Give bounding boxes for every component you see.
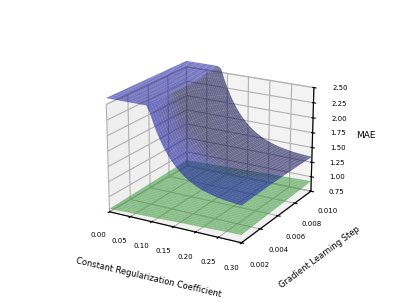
- Y-axis label: Gradient Learning Step: Gradient Learning Step: [277, 225, 361, 291]
- X-axis label: Constant Regularization Coefficient: Constant Regularization Coefficient: [75, 256, 222, 299]
